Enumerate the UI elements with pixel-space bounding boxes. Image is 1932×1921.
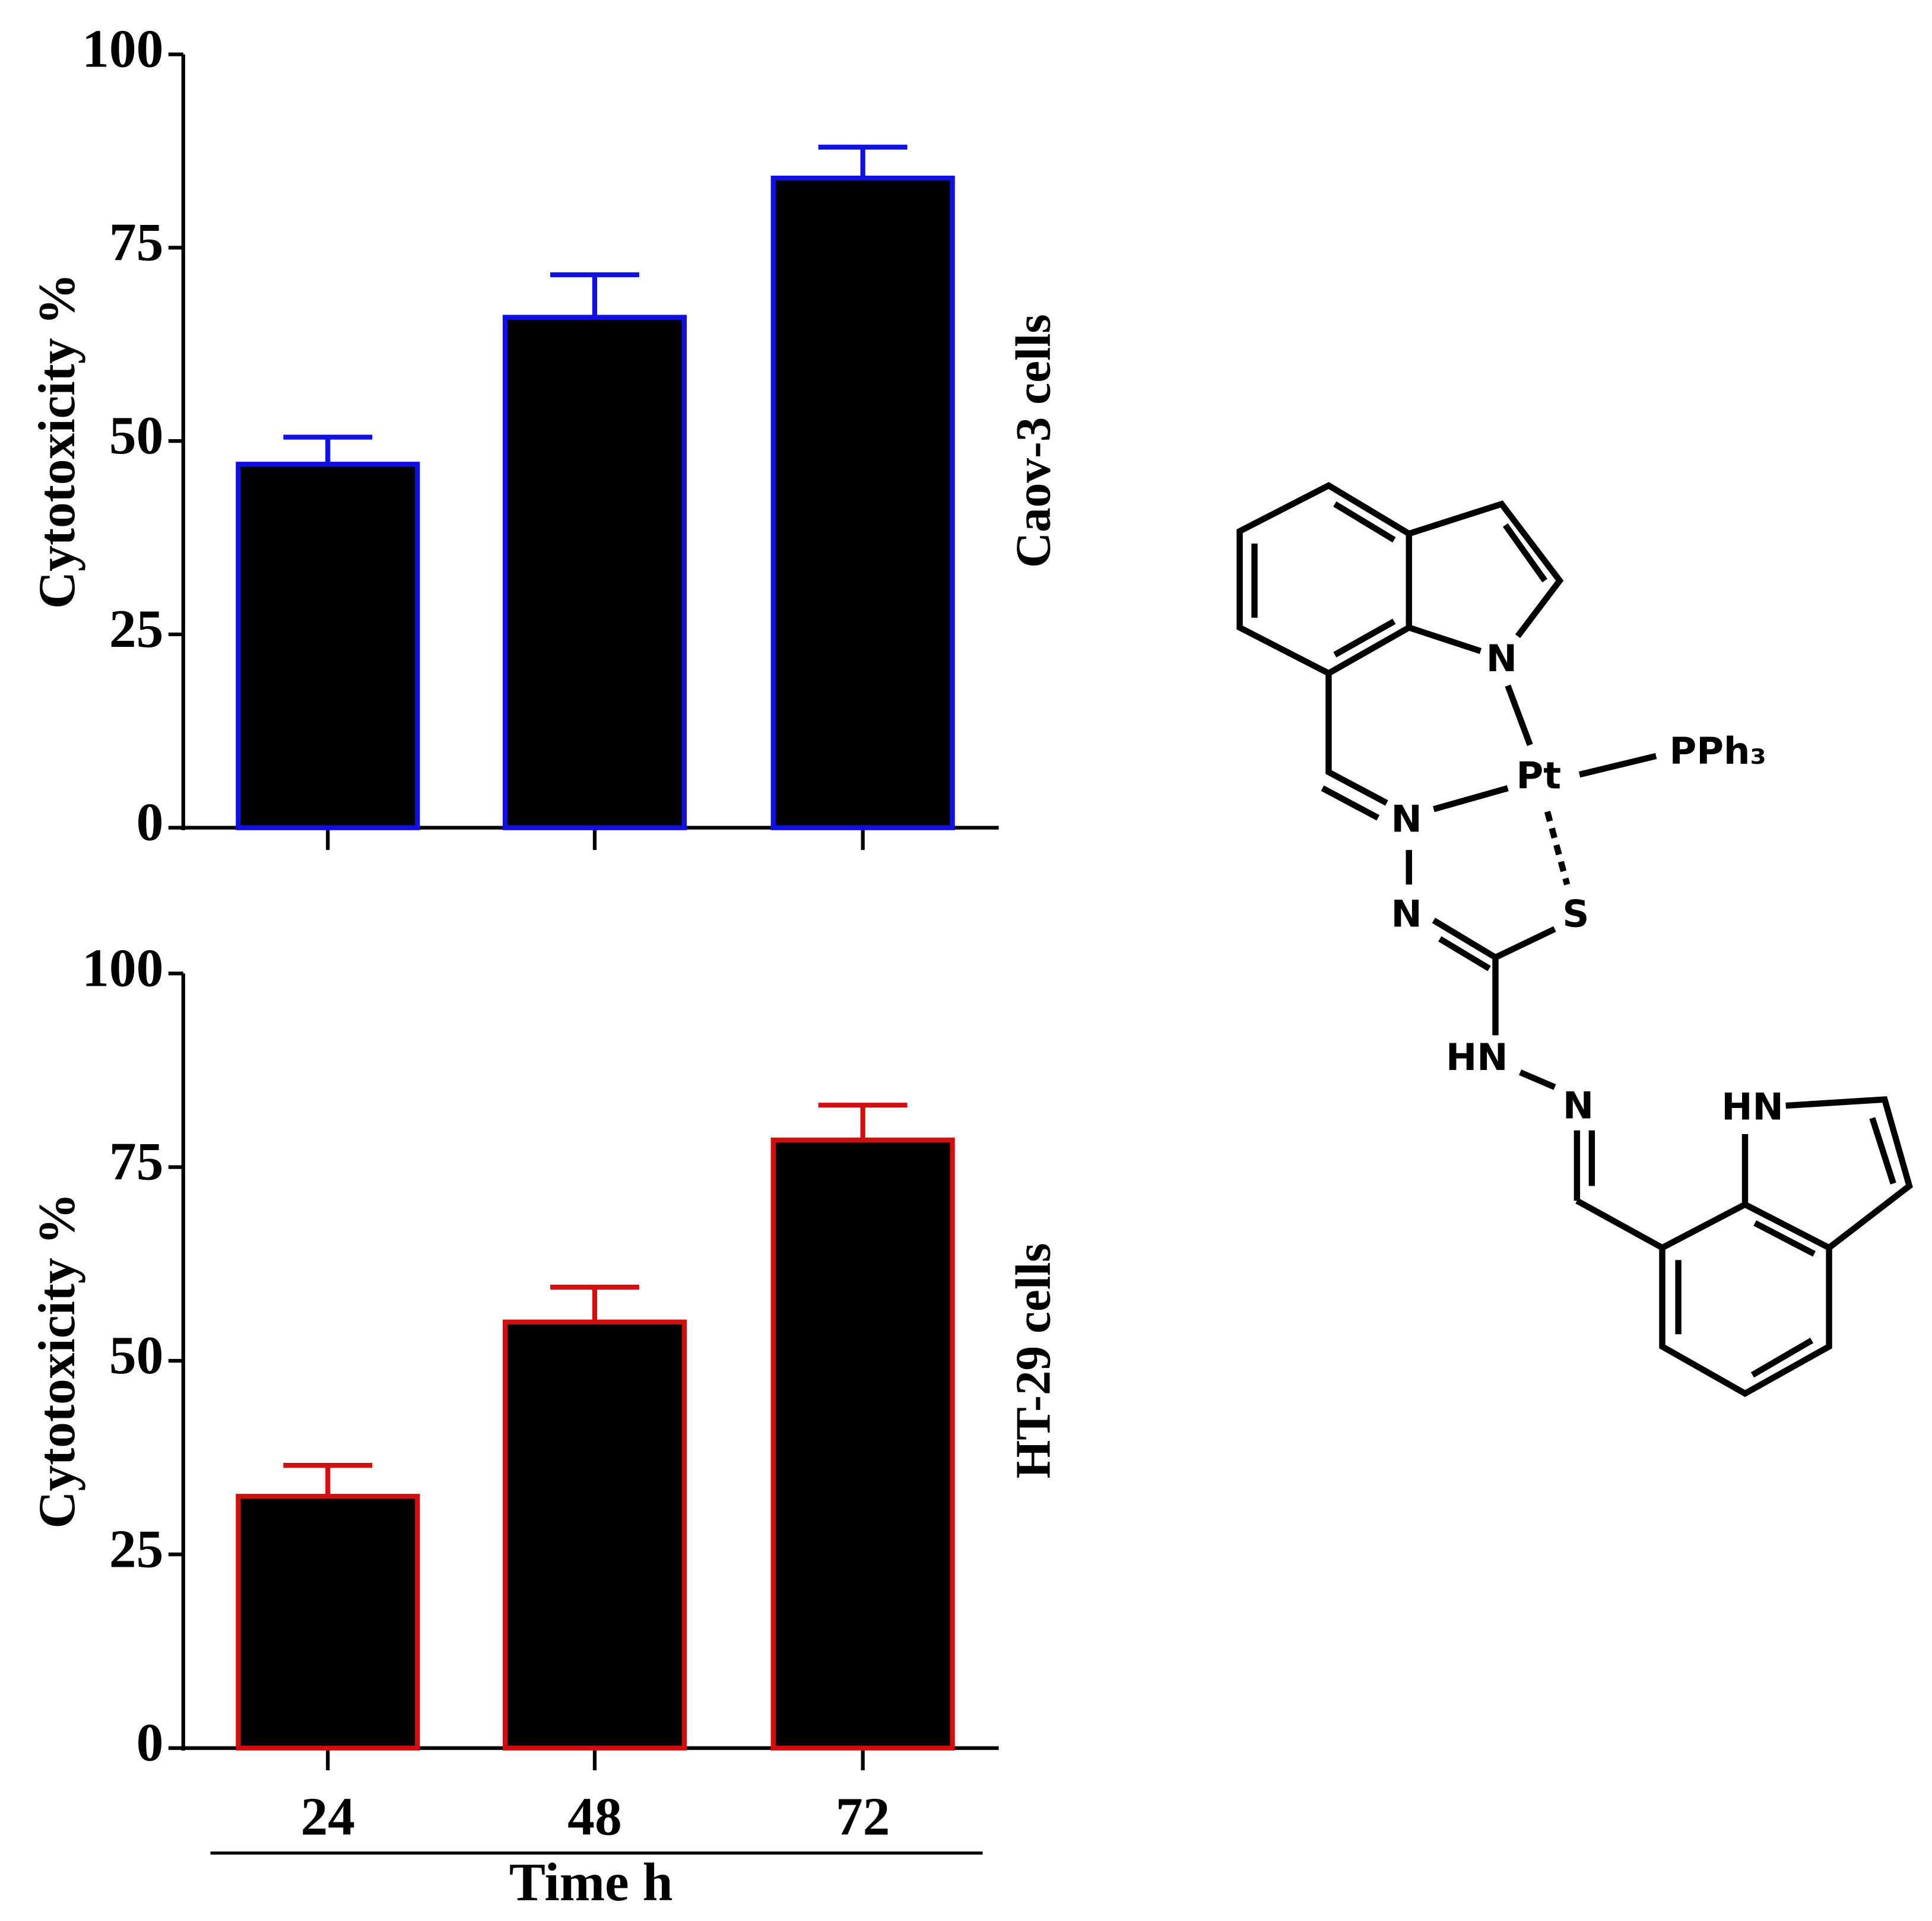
bond (1519, 1069, 1556, 1090)
y-axis-label: Cytotoxicity % (28, 1193, 85, 1529)
atom-label: N (1391, 893, 1422, 936)
bond (1432, 917, 1498, 960)
bar (236, 462, 420, 830)
bond (1438, 936, 1491, 971)
x-tick-label: 72 (836, 1786, 890, 1846)
bar (770, 1137, 955, 1751)
bar (770, 175, 955, 830)
bond (1544, 811, 1571, 885)
ring (1236, 482, 1412, 677)
bond (1333, 618, 1396, 658)
chemical-structure: N Pt PPh₃ N N S HN N HN (1236, 482, 1913, 1398)
bond (1753, 1220, 1816, 1257)
atom-label: N (1486, 637, 1517, 680)
side-label: Caov-3 cells (1006, 314, 1061, 568)
bond (1432, 785, 1509, 812)
y-tick-label: 0 (137, 792, 164, 852)
atom-label: HN (1721, 1085, 1784, 1128)
y-tick-label: 0 (137, 1712, 164, 1773)
bond (1505, 684, 1533, 747)
y-tick-label: 100 (82, 937, 163, 998)
x-axis-label: Time h (509, 1852, 673, 1912)
bond (1502, 523, 1548, 583)
y-tick-label: 75 (109, 1131, 164, 1192)
x-tick-label: 24 (301, 1786, 356, 1846)
side-label: HT-29 cells (1006, 1243, 1061, 1478)
atom-label: N (1391, 797, 1422, 840)
bar (502, 315, 687, 830)
bar (502, 1319, 687, 1751)
bond (1325, 673, 1388, 806)
y-tick-label: 25 (109, 598, 164, 659)
ring (1659, 1201, 1832, 1398)
bond (1408, 624, 1482, 654)
y-tick-label: 50 (109, 405, 164, 465)
y-tick-label: 100 (82, 18, 163, 79)
atom-label: Pt (1517, 754, 1562, 798)
bond (1321, 785, 1380, 821)
atom-label: N (1563, 1084, 1594, 1127)
y-tick-label: 25 (109, 1518, 164, 1579)
bond (1869, 1117, 1896, 1185)
bond (1575, 1198, 1664, 1251)
bond (1750, 1338, 1814, 1378)
x-tick-label: 48 (567, 1786, 622, 1846)
atom-label: S (1562, 893, 1589, 936)
bond (1785, 1096, 1913, 1250)
y-tick-label: 50 (109, 1325, 164, 1385)
bond (1333, 501, 1396, 543)
y-tick-label: 75 (109, 211, 164, 272)
atom-label: PPh₃ (1670, 729, 1766, 773)
y-axis-label: Cytotoxicity % (28, 273, 85, 609)
bond (1494, 926, 1556, 960)
atom-label: HN (1446, 1036, 1508, 1079)
bond (1578, 752, 1657, 778)
bar (236, 1494, 420, 1751)
bond (1408, 500, 1564, 639)
